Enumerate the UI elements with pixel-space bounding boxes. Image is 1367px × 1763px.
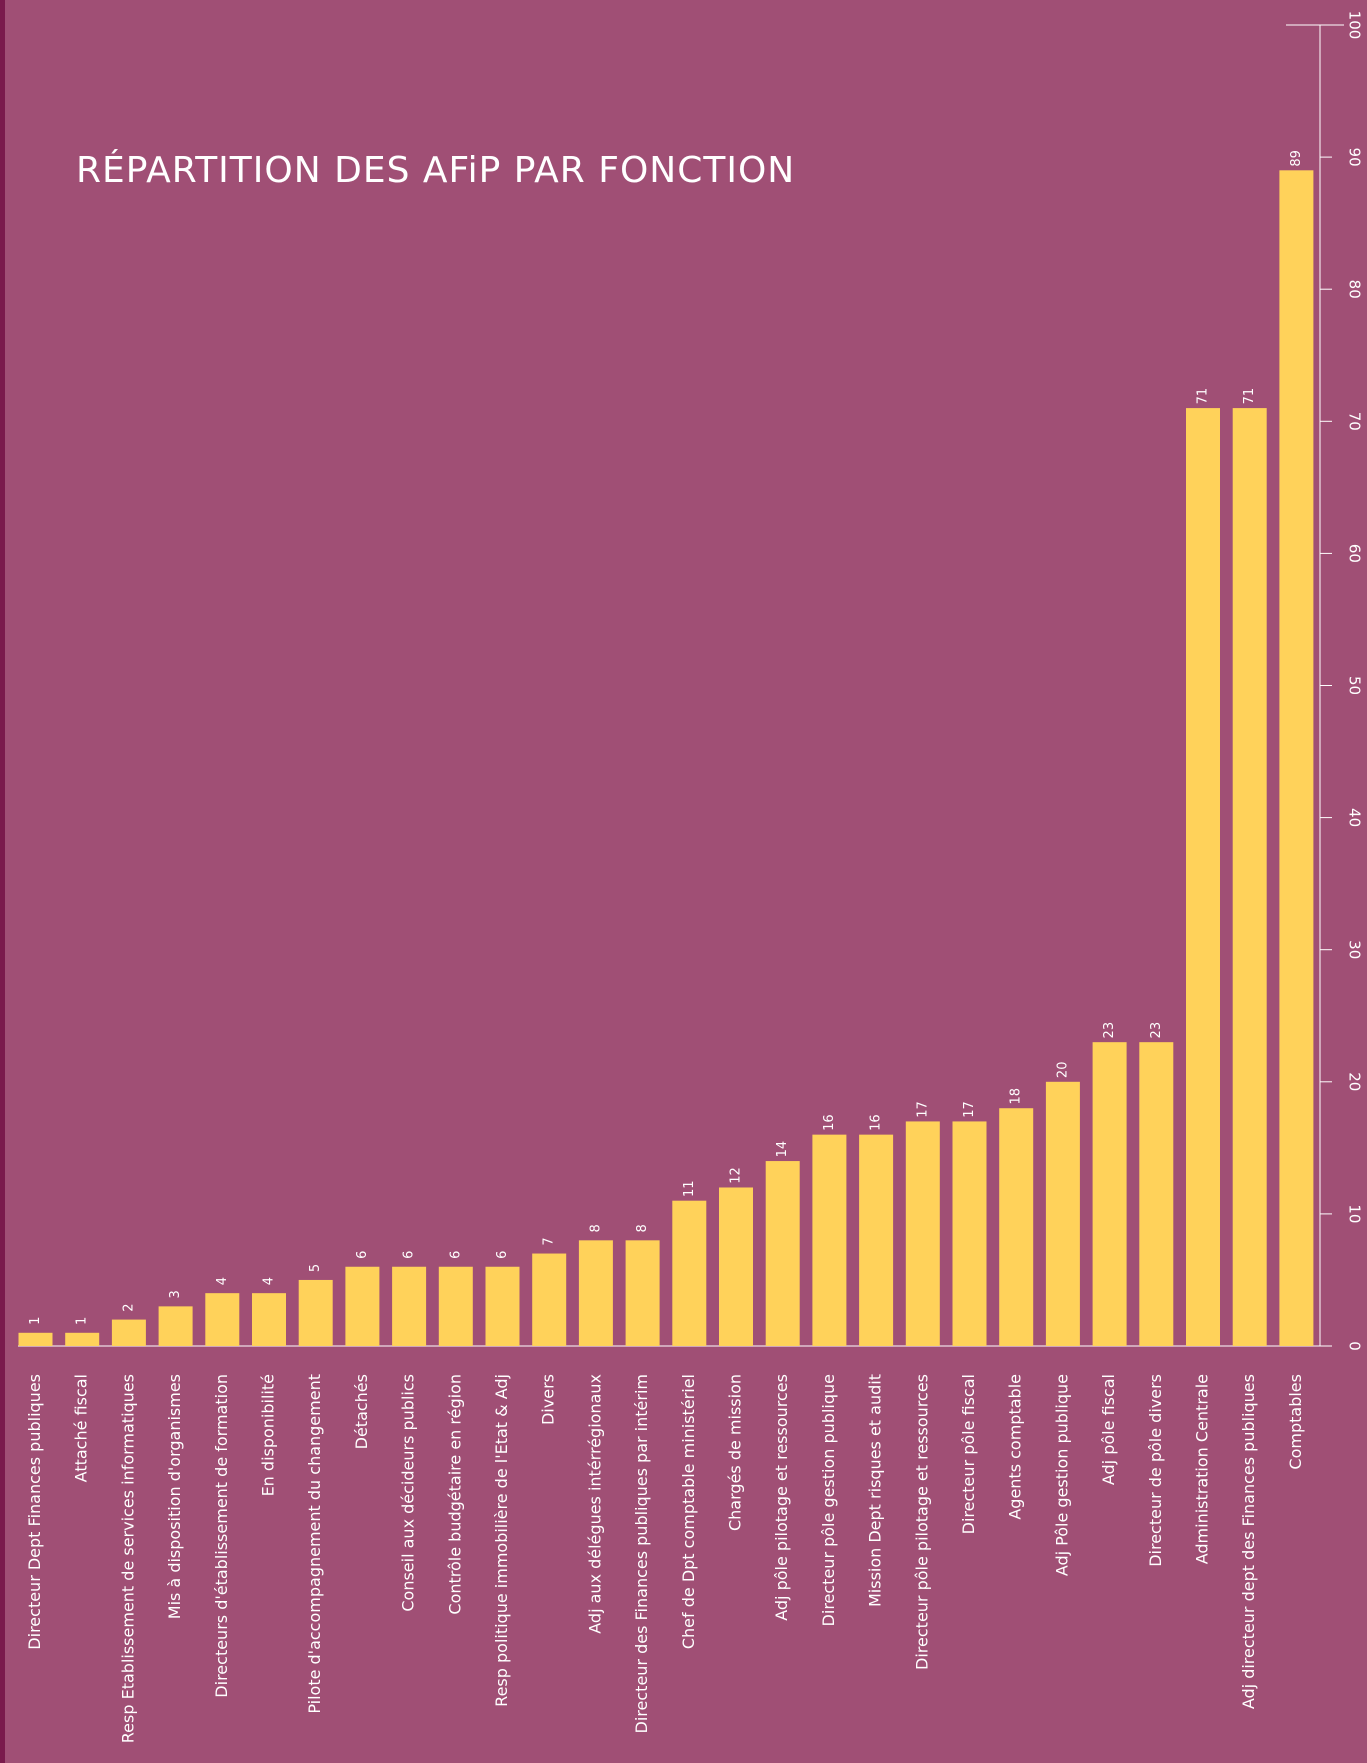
- y-tick-label: 60: [1346, 544, 1364, 563]
- category-label: Détachés: [352, 1374, 371, 1449]
- category-label: Conseil aux décideurs publics: [399, 1374, 418, 1612]
- category-label: Directeur des Finances publiques par int…: [632, 1374, 651, 1733]
- category-label: Pilote d'accompagnement du changement: [305, 1374, 324, 1714]
- data-label: 6: [402, 1251, 417, 1259]
- bar: [298, 1279, 333, 1346]
- y-tick-label: 100: [1346, 11, 1364, 40]
- data-label: 6: [448, 1251, 463, 1259]
- category-label: Adj aux délégues intérrégionaux: [585, 1374, 604, 1634]
- category-label: Contrôle budgétaire en région: [445, 1374, 464, 1615]
- bar: [625, 1240, 660, 1346]
- data-label: 18: [1009, 1088, 1024, 1105]
- category-label: Directeur pôle fiscal: [959, 1374, 978, 1534]
- data-label: 16: [822, 1114, 837, 1131]
- data-label: 14: [775, 1141, 790, 1158]
- data-label: 2: [121, 1303, 136, 1311]
- data-label: 71: [1242, 388, 1257, 405]
- y-tick-label: 0: [1346, 1341, 1364, 1351]
- bar: [205, 1293, 240, 1346]
- data-label: 12: [729, 1167, 744, 1184]
- bar: [438, 1266, 473, 1346]
- category-label: Mission Dept risques et audit: [866, 1374, 885, 1607]
- category-label: Adj directeur dept des Finances publique…: [1239, 1374, 1258, 1709]
- category-label: Chef de Dpt comptable ministériel: [679, 1374, 698, 1649]
- y-tick-label: 80: [1346, 280, 1364, 299]
- data-label: 11: [682, 1180, 697, 1197]
- data-label: 4: [215, 1277, 230, 1285]
- data-label: 20: [1055, 1062, 1070, 1079]
- category-label: Divers: [539, 1374, 558, 1425]
- bar: [18, 1332, 53, 1346]
- left-edge-stripe: [0, 0, 5, 1763]
- category-label: Directeur pôle pilotage et ressources: [912, 1374, 931, 1670]
- bar: [812, 1134, 847, 1346]
- bar: [65, 1332, 100, 1346]
- bar: [392, 1266, 427, 1346]
- bar: [952, 1121, 987, 1346]
- category-label: Directeur de pôle divers: [1146, 1374, 1165, 1567]
- data-label: 8: [635, 1224, 650, 1232]
- data-label: 1: [75, 1317, 90, 1325]
- category-label: Directeur pôle gestion publique: [819, 1374, 838, 1626]
- bar: [252, 1293, 286, 1346]
- bar: [345, 1266, 380, 1346]
- category-label: Agents comptable: [1006, 1374, 1025, 1520]
- y-tick-label: 50: [1346, 676, 1364, 695]
- y-tick-label: 70: [1346, 412, 1364, 431]
- category-label: En disponibilité: [259, 1374, 278, 1496]
- bar: [905, 1121, 940, 1346]
- bar: [1279, 170, 1314, 1346]
- data-label: 6: [495, 1251, 510, 1259]
- category-label: Adj pôle pilotage et ressources: [772, 1374, 791, 1621]
- y-tick-label: 10: [1346, 1204, 1364, 1223]
- data-label: 6: [355, 1251, 370, 1259]
- chart-title: RÉPARTITION DES AFiP PAR FONCTION: [76, 150, 796, 191]
- data-label: 89: [1289, 150, 1304, 167]
- category-label: Comptables: [1286, 1374, 1305, 1470]
- data-label: 5: [308, 1264, 323, 1272]
- data-label: 8: [588, 1224, 603, 1232]
- data-label: 1: [28, 1317, 43, 1325]
- category-label: Mis à disposition d'organismes: [165, 1374, 184, 1619]
- category-label: Chargés de mission: [726, 1374, 745, 1531]
- bar: [111, 1319, 146, 1346]
- bar: [672, 1200, 707, 1346]
- category-label: Attaché fiscal: [72, 1374, 91, 1482]
- data-label: 23: [1149, 1022, 1164, 1039]
- bar: [1232, 408, 1267, 1347]
- y-tick-label: 20: [1346, 1072, 1364, 1091]
- y-tick-label: 30: [1346, 940, 1364, 959]
- bar: [1186, 408, 1220, 1347]
- bar: [532, 1253, 567, 1346]
- bar: [999, 1108, 1034, 1346]
- bar: [158, 1306, 193, 1346]
- data-label: 3: [168, 1290, 183, 1298]
- category-label: Resp Etablissement de services informati…: [118, 1374, 137, 1743]
- data-label: 23: [1102, 1022, 1117, 1039]
- bar: [719, 1187, 753, 1346]
- y-tick-label: 90: [1346, 148, 1364, 167]
- bar: [765, 1161, 800, 1346]
- data-label: 16: [869, 1114, 884, 1131]
- category-label: Adj pôle fiscal: [1099, 1374, 1118, 1485]
- category-label: Resp politique immobilière de l'Etat & A…: [492, 1374, 511, 1707]
- data-label: 17: [915, 1101, 930, 1118]
- bar: [1092, 1042, 1127, 1346]
- y-tick-label: 40: [1346, 808, 1364, 827]
- bar: [485, 1266, 520, 1346]
- data-label: 4: [262, 1277, 277, 1285]
- bar: [859, 1134, 894, 1346]
- data-label: 7: [542, 1237, 557, 1245]
- category-label: Adj Pôle gestion publique: [1052, 1374, 1071, 1576]
- category-label: Administration Centrale: [1193, 1374, 1212, 1564]
- data-label: 71: [1196, 388, 1211, 405]
- bar: [1045, 1081, 1080, 1346]
- data-label: 17: [962, 1101, 977, 1118]
- bar: [1139, 1042, 1174, 1346]
- bar: [578, 1240, 613, 1346]
- category-label: Directeurs d'établissement de formation: [212, 1374, 231, 1698]
- category-label: Directeur Dept Finances publiques: [25, 1374, 44, 1650]
